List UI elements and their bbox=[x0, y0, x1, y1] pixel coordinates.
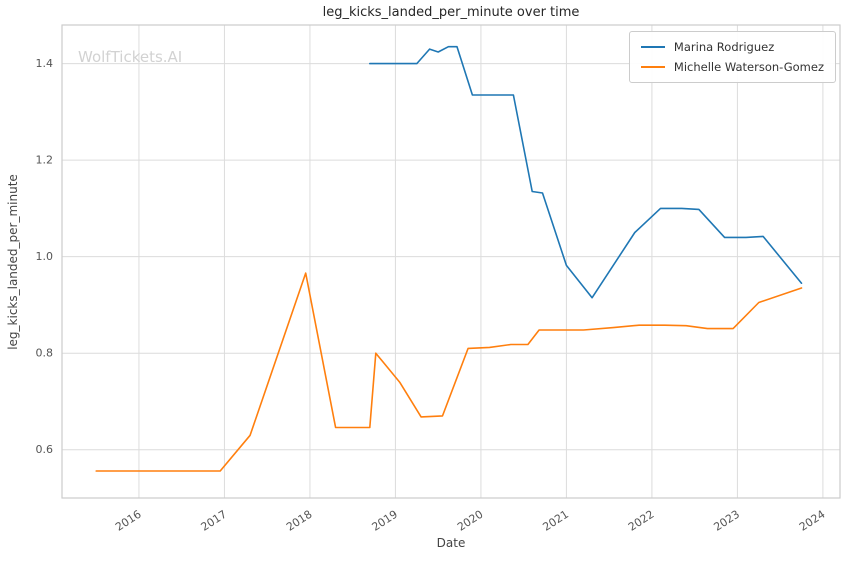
y-tick-label: 1.4 bbox=[36, 57, 54, 70]
legend-line-swatch-orange bbox=[640, 66, 665, 68]
x-axis-label: Date bbox=[436, 536, 466, 550]
x-tick-label: 2023 bbox=[711, 508, 742, 534]
chart-title: leg_kicks_landed_per_minute over time bbox=[322, 5, 580, 20]
legend-item-marina-rodriguez: Marina Rodriguez bbox=[640, 40, 824, 54]
x-tick-label: 2024 bbox=[797, 508, 828, 534]
x-tick-label: 2021 bbox=[540, 508, 571, 534]
legend-label: Michelle Waterson-Gomez bbox=[673, 60, 824, 74]
x-tick-label: 2020 bbox=[455, 508, 486, 534]
series-line-marina-rodriguez bbox=[368, 45, 803, 299]
legend-line-swatch-blue bbox=[640, 46, 665, 48]
legend: Marina Rodriguez Michelle Waterson-Gomez bbox=[628, 31, 836, 83]
legend-label: Marina Rodriguez bbox=[673, 40, 775, 54]
x-tick-label: 2017 bbox=[199, 508, 230, 534]
legend-item-michelle-waterson-gomez: Michelle Waterson-Gomez bbox=[640, 60, 824, 74]
x-tick-label: 2019 bbox=[369, 508, 400, 534]
y-tick-label: 0.8 bbox=[36, 347, 54, 360]
y-axis-label: leg_kicks_landed_per_minute bbox=[6, 173, 20, 350]
x-tick-label: 2018 bbox=[284, 508, 315, 534]
y-tick-label: 1.2 bbox=[36, 154, 54, 167]
plot-border bbox=[61, 24, 841, 499]
watermark: WolfTickets.AI bbox=[78, 48, 183, 66]
y-axis-label-wrap: leg_kicks_landed_per_minute bbox=[2, 25, 24, 498]
y-tick-label: 0.6 bbox=[36, 443, 54, 456]
series-line-michelle-waterson-gomez bbox=[95, 272, 803, 472]
x-tick-label: 2016 bbox=[113, 508, 144, 534]
x-tick-label: 2022 bbox=[626, 508, 657, 534]
y-tick-label: 1.0 bbox=[36, 250, 54, 263]
